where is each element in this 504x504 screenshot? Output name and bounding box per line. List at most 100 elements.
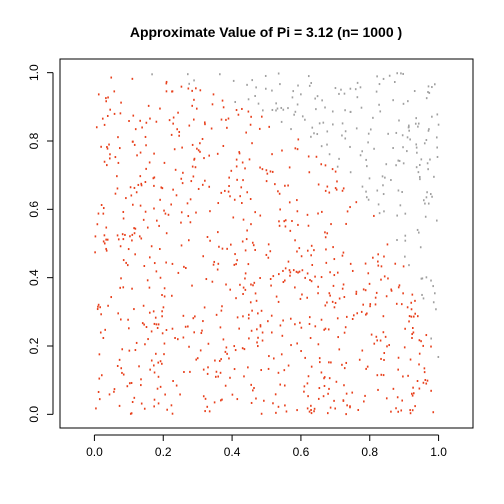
point-inside [202, 320, 204, 323]
point-inside [139, 175, 142, 178]
point-inside [300, 255, 303, 258]
point-inside [315, 155, 318, 158]
point-inside [288, 269, 291, 272]
point-outside [378, 83, 381, 86]
point-inside [110, 76, 113, 79]
point-inside [341, 254, 344, 257]
point-inside [97, 390, 100, 393]
point-inside [235, 158, 238, 161]
point-inside [370, 333, 373, 336]
point-outside [326, 130, 329, 133]
point-inside [257, 312, 259, 315]
point-inside [196, 147, 198, 150]
point-outside [417, 231, 420, 234]
point-inside [342, 187, 345, 190]
point-inside [254, 292, 257, 295]
point-inside [143, 407, 146, 410]
point-inside [105, 238, 107, 241]
point-outside [393, 81, 396, 83]
point-outside [276, 107, 279, 110]
point-inside [118, 147, 121, 150]
point-inside [278, 273, 280, 276]
point-inside [355, 292, 358, 295]
point-inside [423, 367, 426, 370]
point-outside [434, 292, 436, 295]
point-inside [335, 380, 338, 383]
point-inside [375, 335, 378, 338]
point-inside [122, 217, 125, 220]
point-inside [189, 370, 191, 373]
point-outside [436, 219, 438, 222]
point-outside [395, 131, 398, 134]
point-inside [102, 207, 105, 210]
point-inside [336, 271, 339, 274]
point-outside [413, 90, 416, 93]
point-inside [343, 367, 346, 370]
point-inside [232, 216, 235, 219]
point-outside [426, 162, 429, 165]
point-inside [133, 143, 136, 146]
point-outside [290, 128, 292, 131]
point-inside [218, 245, 220, 248]
point-inside [182, 171, 184, 174]
point-outside [378, 103, 380, 106]
point-inside [235, 109, 238, 112]
point-inside [208, 154, 211, 157]
point-inside [126, 385, 129, 388]
point-inside [199, 89, 202, 92]
point-inside [270, 284, 272, 287]
point-inside [254, 211, 256, 214]
point-inside [117, 161, 120, 164]
point-inside [140, 402, 143, 405]
point-inside [228, 176, 230, 179]
point-inside [242, 179, 244, 182]
point-inside [278, 192, 281, 195]
point-inside [250, 223, 252, 226]
point-inside [242, 315, 244, 318]
point-inside [113, 388, 116, 391]
point-inside [165, 90, 168, 93]
point-inside [297, 223, 299, 226]
point-inside [222, 338, 225, 341]
point-inside [314, 275, 316, 278]
point-inside [154, 316, 157, 319]
point-inside [333, 274, 336, 277]
point-inside [309, 279, 311, 281]
point-inside [193, 98, 195, 101]
point-outside [277, 72, 280, 75]
point-inside [159, 385, 162, 388]
point-inside [244, 272, 247, 275]
point-outside [396, 239, 398, 242]
x-tick-label: 0.0 [86, 445, 103, 459]
point-inside [304, 276, 306, 279]
point-inside [411, 394, 414, 397]
point-inside [253, 387, 255, 390]
point-inside [306, 296, 308, 299]
point-inside [177, 271, 180, 274]
point-inside [120, 101, 122, 104]
point-inside [224, 350, 227, 353]
point-inside [269, 170, 272, 173]
point-inside [177, 338, 179, 341]
point-inside [255, 299, 258, 302]
point-outside [431, 86, 433, 89]
point-inside [275, 295, 278, 298]
point-outside [324, 106, 326, 109]
point-inside [119, 245, 122, 248]
point-outside [423, 142, 426, 145]
point-inside [122, 259, 125, 262]
point-inside [251, 241, 254, 244]
point-inside [120, 318, 122, 321]
point-inside [145, 167, 147, 170]
point-inside [214, 375, 217, 378]
point-inside [307, 224, 310, 227]
point-inside [140, 384, 142, 387]
point-inside [100, 374, 103, 377]
point-inside [303, 385, 306, 388]
point-inside [195, 87, 197, 90]
y-tick-label: 0.4 [27, 269, 41, 286]
point-inside [165, 261, 167, 264]
point-inside [328, 191, 331, 194]
point-inside [327, 392, 329, 395]
point-inside [227, 117, 230, 120]
